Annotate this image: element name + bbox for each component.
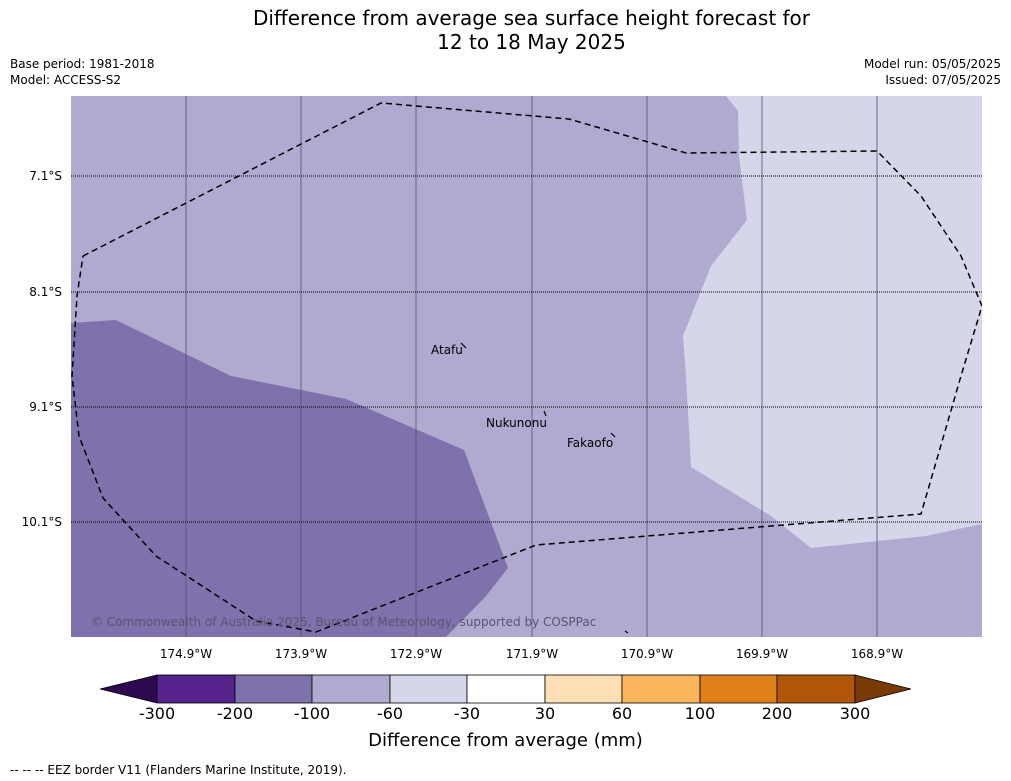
meta-right: Model run: 05/05/2025 Issued: 07/05/2025	[864, 56, 1001, 88]
colorbar	[100, 674, 912, 704]
lon-label-5: 170.9°W	[620, 647, 674, 661]
region-medium	[71, 320, 508, 637]
colorbar-seg-6	[544, 674, 623, 704]
forecast-map[interactable]	[71, 96, 982, 637]
colorbar-seg-8	[699, 674, 778, 704]
cb-tick-8: 100	[684, 704, 716, 723]
issued-date: Issued: 07/05/2025	[885, 73, 1001, 87]
place-atafu: Atafu	[431, 343, 463, 357]
lat-label-1: 7.1°S	[29, 169, 62, 183]
region-lighter	[683, 96, 982, 548]
colorbar-title: Difference from average (mm)	[368, 730, 643, 751]
lon-label-3: 172.9°W	[389, 647, 443, 661]
cb-tick-5: -30	[453, 704, 481, 723]
colorbar-seg-1	[156, 674, 236, 704]
place-nukunonu: Nukunonu	[486, 416, 547, 430]
chart-title: Difference from average sea surface heig…	[0, 6, 1011, 54]
nukunonu-marker	[543, 410, 547, 417]
title-line-1: Difference from average sea surface heig…	[252, 6, 811, 30]
colorbar-seg-9	[776, 674, 856, 704]
colorbar-seg-3	[311, 674, 391, 704]
fakaofo-marker	[610, 432, 616, 438]
atafu-marker	[460, 342, 467, 349]
lon-label-4: 171.9°W	[505, 647, 559, 661]
title-line-2: 12 to 18 May 2025	[437, 30, 626, 54]
lon-label-2: 173.9°W	[274, 647, 328, 661]
place-fakaofo: Fakaofo	[567, 436, 614, 450]
colorbar-left-extend	[100, 674, 158, 704]
lon-label-6: 169.9°W	[735, 647, 789, 661]
model-name: Model: ACCESS-S2	[10, 73, 122, 87]
lon-label-1: 174.9°W	[159, 647, 213, 661]
model-run: Model run: 05/05/2025	[863, 57, 1001, 71]
colorbar-right-extend	[854, 674, 912, 704]
colorbar-seg-4	[389, 674, 468, 704]
colorbar-seg-2	[234, 674, 313, 704]
cb-tick-2: -200	[216, 704, 254, 723]
copyright-notice: © Commonwealth of Australia 2025, Bureau…	[91, 615, 597, 629]
footnote: -- -- -- EEZ border V11 (Flanders Marine…	[10, 763, 347, 777]
lat-label-4: 10.1°S	[21, 515, 62, 529]
cb-tick-9: 200	[761, 704, 793, 723]
cb-tick-1: -300	[138, 704, 176, 723]
cb-tick-3: -100	[293, 704, 331, 723]
base-period: Base period: 1981-2018	[10, 57, 155, 71]
lon-label-7: 168.9°W	[850, 647, 904, 661]
cb-tick-7: 60	[611, 704, 633, 723]
meta-left: Base period: 1981-2018 Model: ACCESS-S2	[10, 56, 155, 88]
small-island-marker	[624, 630, 629, 634]
cb-tick-6: 30	[534, 704, 556, 723]
cb-tick-4: -60	[376, 704, 404, 723]
colorbar-seg-7	[621, 674, 701, 704]
cb-tick-10: 300	[839, 704, 871, 723]
lat-label-3: 9.1°S	[29, 400, 62, 414]
lat-label-2: 8.1°S	[29, 285, 62, 299]
colorbar-seg-5	[466, 674, 546, 704]
